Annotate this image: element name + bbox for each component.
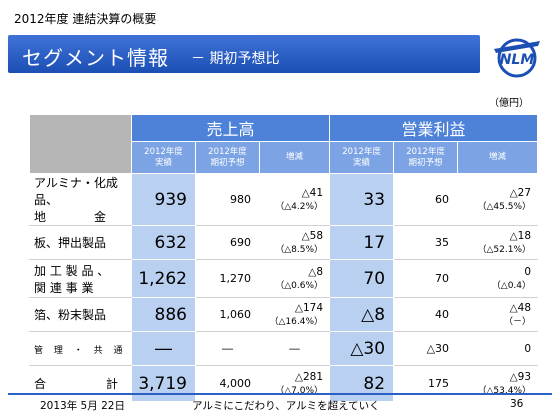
sales-actual: 939: [131, 173, 196, 226]
sales-forecast: 1,060: [195, 297, 260, 332]
op-forecast: 35: [393, 225, 459, 260]
subheader-sales-actual: 2012年度 実績: [131, 141, 196, 174]
sales-actual: 1,262: [131, 259, 196, 298]
header-sales: 売上高: [130, 114, 331, 142]
sales-actual: ―: [131, 331, 196, 366]
slide-subtitle: － 期初予想比: [191, 51, 280, 67]
op-actual: △8: [329, 297, 395, 332]
table-row: 加 工 製 品 、関 連 事 業 1,262 1,270 △8 （△0.6%） 7…: [29, 259, 539, 298]
sales-actual: 886: [131, 297, 196, 332]
sales-forecast: ―: [195, 331, 260, 366]
sales-forecast: 1,270: [195, 259, 260, 298]
unit-label: （億円）: [489, 98, 529, 109]
op-forecast: 175: [393, 365, 459, 402]
footer-tagline: アルミにこだわり、アルミを超えていく: [192, 400, 380, 412]
footer-date: 2013年 5月 22日: [40, 400, 125, 412]
op-change: △93 （△53.4%）: [457, 365, 539, 402]
title-bar: セグメント情報 － 期初予想比: [8, 35, 480, 73]
op-change: △18 （△52.1%）: [457, 225, 539, 260]
subheader-op-change: 増減: [457, 141, 539, 174]
slide-section-label: 2012年度 連結決算の概要: [14, 12, 157, 26]
row-label: 板、押出製品: [29, 225, 132, 260]
op-change: 0: [457, 331, 539, 366]
op-forecast: △30: [393, 331, 459, 366]
op-forecast: 40: [393, 297, 459, 332]
sales-forecast: 4,000: [195, 365, 260, 402]
row-label: 箔、粉末製品: [29, 297, 132, 332]
slide-title: セグメント情報: [22, 46, 169, 70]
sales-change: △58 （△8.5%）: [258, 225, 331, 260]
row-label: アルミナ・化成品、地 金: [29, 173, 132, 226]
sales-change: ―: [258, 331, 331, 366]
subheader-sales-change: 増減: [258, 141, 331, 174]
op-actual: 70: [329, 259, 395, 298]
op-actual: 17: [329, 225, 395, 260]
sales-change: △281 （△7.0%）: [258, 365, 331, 402]
segment-table: 売上高 営業利益 2012年度 実績 2012年度 期初予想 増減 2012年度 実績…: [29, 114, 539, 402]
sales-forecast: 980: [195, 173, 260, 226]
footer-divider: [8, 393, 552, 395]
table-row: 管 理 ・ 共 通 ― ― ― △30 △30 0: [29, 331, 539, 366]
row-label: 管 理 ・ 共 通: [29, 331, 132, 366]
header-operating-income: 営業利益: [329, 114, 539, 142]
sales-change: △8 （△0.6%）: [258, 259, 331, 298]
op-actual: 33: [329, 173, 395, 226]
table-row-total: 合 計 3,719 4,000 △281 （△7.0%） 82 175 △93 （△…: [29, 365, 539, 402]
header-corner: [29, 114, 132, 174]
sales-actual: 3,719: [131, 365, 196, 402]
op-change: △48 （－）: [457, 297, 539, 332]
logo-text: NLM: [500, 52, 535, 68]
row-label: 合 計: [29, 365, 132, 402]
page-number: 36: [510, 398, 524, 410]
table-row: アルミナ・化成品、地 金 939 980 △41 （△4.2%） 33 60 △2…: [29, 173, 539, 226]
sales-change: △41 （△4.2%）: [258, 173, 331, 226]
op-change: 0 （△0.4）: [457, 259, 539, 298]
sales-change: △174 （△16.4%）: [258, 297, 331, 332]
sales-actual: 632: [131, 225, 196, 260]
subheader-op-forecast: 2012年度 期初予想: [393, 141, 459, 174]
company-logo-icon: NLM: [494, 38, 540, 78]
op-actual: 82: [329, 365, 395, 402]
subheader-op-actual: 2012年度 実績: [329, 141, 395, 174]
table-row: 板、押出製品 632 690 △58 （△8.5%） 17 35 △18 （△52.…: [29, 225, 539, 260]
table-row: 箔、粉末製品 886 1,060 △174 （△16.4%） △8 40 △48 （…: [29, 297, 539, 332]
row-label: 加 工 製 品 、関 連 事 業: [29, 259, 132, 298]
op-actual: △30: [329, 331, 395, 366]
op-change: △27 （△45.5%）: [457, 173, 539, 226]
op-forecast: 70: [393, 259, 459, 298]
sales-forecast: 690: [195, 225, 260, 260]
op-forecast: 60: [393, 173, 459, 226]
subheader-sales-forecast: 2012年度 期初予想: [195, 141, 260, 174]
